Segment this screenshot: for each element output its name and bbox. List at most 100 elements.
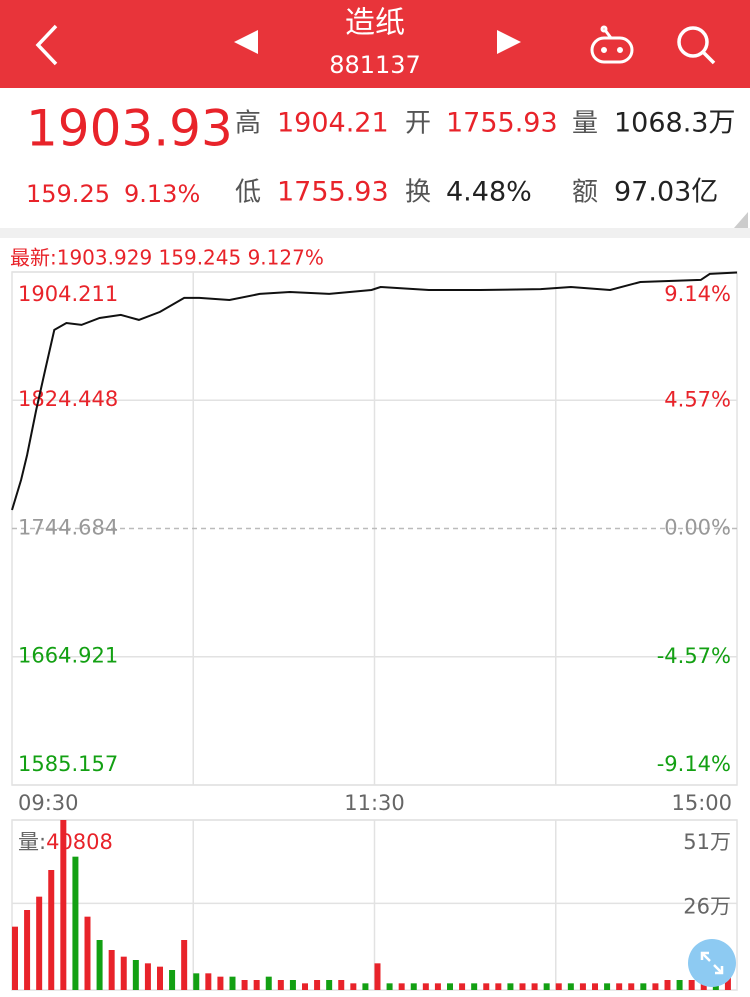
volume-bar: [108, 950, 115, 990]
volume-bar: [36, 896, 43, 990]
volume-bar: [628, 983, 635, 990]
volume-bar: [386, 983, 393, 990]
volume-bar: [169, 970, 176, 990]
field-value: 1755.93: [277, 177, 389, 208]
volume-bar: [289, 980, 296, 990]
volume-bar: [688, 980, 695, 990]
y2-tick-label: 4.57%: [664, 387, 731, 411]
volume-bar: [229, 976, 236, 990]
volume-bar: [96, 940, 103, 990]
volume-bar: [350, 983, 357, 990]
search-button[interactable]: [677, 26, 716, 65]
volume-bar: [579, 983, 586, 990]
volume-bar: [434, 983, 441, 990]
volume-bar: [314, 980, 321, 990]
volume-bar: [302, 983, 308, 990]
volume-bar: [144, 963, 151, 990]
volume-bar: [495, 983, 502, 990]
volume-bar: [507, 983, 514, 990]
y-tick-label: 1904.211: [18, 282, 118, 306]
volume-bar: [676, 980, 683, 990]
expand-icon: [700, 951, 724, 975]
volume-bar: [265, 976, 272, 990]
robot-button[interactable]: [590, 25, 634, 64]
x-tick-label: 15:00: [671, 791, 732, 815]
volume-bar: [362, 983, 369, 990]
field-value: 1904.21: [277, 108, 389, 139]
x-tick-label: 11:30: [344, 791, 405, 815]
volume-bar: [181, 940, 188, 990]
volume-bar: [120, 956, 127, 990]
field-value: 4.48%: [446, 177, 532, 208]
field-label: 换: [405, 178, 431, 208]
volume-bar: [338, 980, 345, 990]
volume-label: 量:: [18, 830, 46, 854]
volume-bar: [519, 983, 526, 990]
volume-bar: [253, 980, 260, 990]
volume-bar: [205, 973, 212, 990]
volume-bar: [241, 980, 248, 990]
field-label: 高: [235, 109, 261, 139]
volume-bar: [459, 983, 466, 990]
volume-bar: [664, 980, 671, 990]
y-tick-label: 1585.157: [18, 752, 118, 776]
y2-tick-label: 9.14%: [664, 282, 731, 306]
volume-bar: [447, 983, 453, 990]
volume-bar: [72, 856, 79, 990]
field-value: 97.03亿: [614, 177, 718, 208]
field-label: 额: [572, 178, 598, 208]
volume-bar: [157, 966, 163, 990]
prev-button[interactable]: [234, 30, 258, 54]
field-label: 开: [405, 109, 431, 139]
volume-bar: [24, 910, 31, 990]
price-line: [11, 271, 738, 511]
expand-button[interactable]: [688, 939, 736, 987]
volume-bar: [60, 820, 67, 990]
y-tick-label: 26万: [683, 894, 731, 918]
field-label: 量: [572, 109, 598, 139]
volume-bar: [217, 976, 224, 990]
y2-tick-label: -9.14%: [657, 752, 731, 776]
back-button[interactable]: [35, 24, 58, 66]
corner-mark: [734, 212, 748, 228]
volume-bar: [652, 983, 659, 990]
volume-bar: [471, 983, 478, 990]
volume-bar: [555, 983, 562, 990]
change-pct: 9.13%: [124, 180, 200, 208]
volume-bar: [543, 983, 550, 990]
volume-bar: [48, 870, 55, 990]
header-code: 881137: [329, 51, 421, 79]
volume-bar: [616, 983, 623, 990]
volume-bar: [640, 983, 647, 990]
header-title: 造纸: [345, 6, 405, 41]
next-button[interactable]: [497, 30, 521, 54]
volume-bar: [531, 983, 538, 990]
volume-bar: [567, 983, 574, 990]
volume-bar: [277, 980, 284, 990]
volume-bar: [12, 926, 18, 990]
volume-bar: [193, 973, 200, 990]
y-tick-label: 51万: [683, 830, 731, 854]
y2-tick-label: 0.00%: [664, 516, 731, 540]
volume-bar: [84, 916, 91, 990]
field-value: 1068.3万: [614, 108, 735, 139]
change: 159.25: [26, 180, 110, 208]
volume-bar: [724, 976, 731, 990]
latest-info: 最新:1903.929 159.245 9.127%: [10, 246, 324, 270]
volume-bar: [326, 980, 333, 990]
y-tick-label: 1824.448: [18, 387, 118, 411]
volume-bar: [398, 983, 405, 990]
field-value: 1755.93: [446, 108, 558, 139]
field-label: 低: [235, 178, 261, 208]
volume-bar: [604, 983, 611, 990]
y2-tick-label: -4.57%: [657, 644, 731, 668]
volume-bar: [132, 960, 139, 990]
header-bar: [0, 0, 750, 88]
x-tick-label: 09:30: [18, 791, 79, 815]
volume-bar: [483, 983, 490, 990]
volume-bar: [410, 983, 417, 990]
y-tick-label: 1664.921: [18, 644, 118, 668]
y-tick-label: 1744.684: [18, 516, 118, 540]
volume-bar: [374, 963, 381, 990]
